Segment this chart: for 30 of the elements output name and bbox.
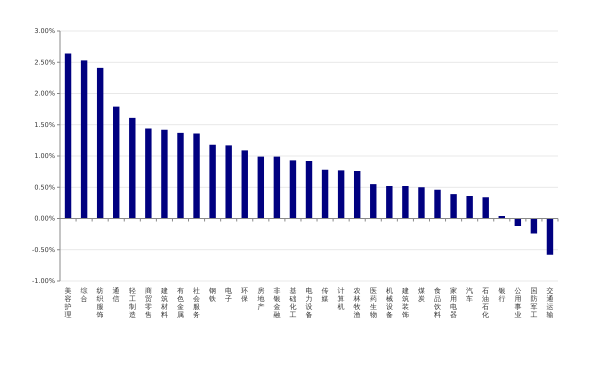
bar [145, 128, 152, 218]
bar [290, 160, 296, 218]
bar [338, 170, 344, 218]
bar [64, 54, 72, 218]
bar [402, 186, 409, 218]
bar [258, 156, 264, 218]
bar [370, 184, 376, 218]
bar [386, 186, 393, 218]
bar [242, 150, 248, 218]
bar [80, 60, 88, 218]
bar [546, 218, 554, 255]
bar [225, 145, 232, 218]
bar [450, 194, 457, 218]
bar [161, 130, 168, 218]
bar [482, 197, 489, 218]
bar [530, 218, 538, 234]
bar [113, 106, 120, 218]
bar [209, 144, 216, 218]
bar [193, 134, 200, 218]
bar [466, 196, 473, 218]
bar [177, 132, 184, 218]
bar [418, 187, 425, 218]
bar [274, 156, 280, 218]
bar [434, 190, 441, 218]
bar [129, 118, 136, 218]
bar [322, 170, 328, 218]
bar [96, 68, 104, 218]
bar [306, 161, 312, 218]
bar [354, 171, 360, 218]
bar [514, 218, 522, 226]
